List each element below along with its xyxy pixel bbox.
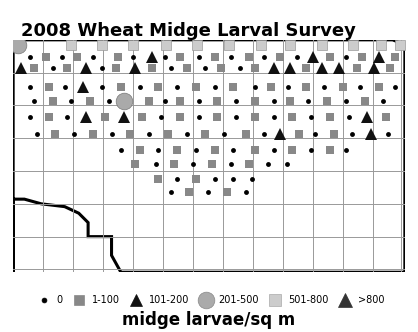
Legend: 0, 1-100, 101-200, 201-500, 501-800, >800: 0, 1-100, 101-200, 201-500, 501-800, >80… bbox=[30, 291, 388, 309]
Text: 2008 Wheat Midge Larval Survey: 2008 Wheat Midge Larval Survey bbox=[21, 22, 356, 40]
Text: midge larvae/sq m: midge larvae/sq m bbox=[122, 311, 296, 329]
Polygon shape bbox=[13, 40, 405, 272]
